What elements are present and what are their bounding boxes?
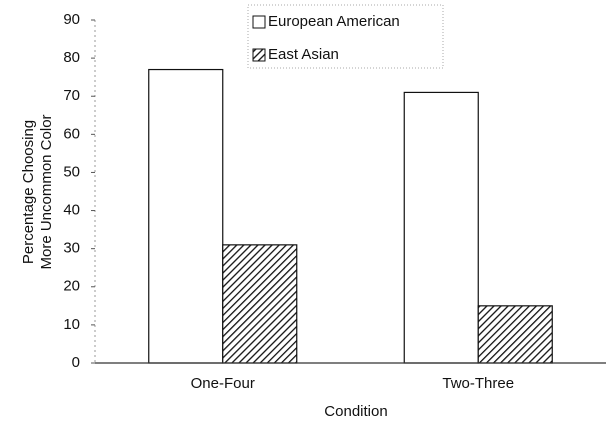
y-tick-label: 30	[63, 240, 80, 257]
y-tick-label: 60	[63, 125, 80, 142]
x-tick-label: Two-Three	[442, 375, 514, 392]
y-axis-label-line: Percentage Choosing	[20, 120, 37, 264]
legend-label: European American	[268, 13, 400, 30]
x-tick-label: One-Four	[191, 375, 255, 392]
legend-swatch	[252, 48, 266, 62]
bar	[222, 244, 298, 364]
y-axis-label-line: More Uncommon Color	[38, 114, 55, 269]
y-tick-label: 0	[72, 354, 80, 371]
y-axis-label: Percentage Choosing More Uncommon Color	[20, 114, 55, 269]
legend-swatch	[252, 15, 266, 29]
y-tick-label: 40	[63, 202, 80, 219]
y-tick-label: 80	[63, 49, 80, 66]
y-tick-label: 90	[63, 11, 80, 28]
y-tick-label: 50	[63, 163, 80, 180]
bar	[403, 91, 479, 364]
bar	[477, 305, 553, 364]
legend: European American East Asian	[247, 4, 444, 69]
y-tick-label: 70	[63, 87, 80, 104]
x-axis-label: Condition	[324, 403, 387, 420]
bar	[148, 68, 224, 364]
y-tick-label: 10	[63, 316, 80, 333]
y-tick-label: 20	[63, 278, 80, 295]
legend-label: East Asian	[268, 46, 339, 63]
